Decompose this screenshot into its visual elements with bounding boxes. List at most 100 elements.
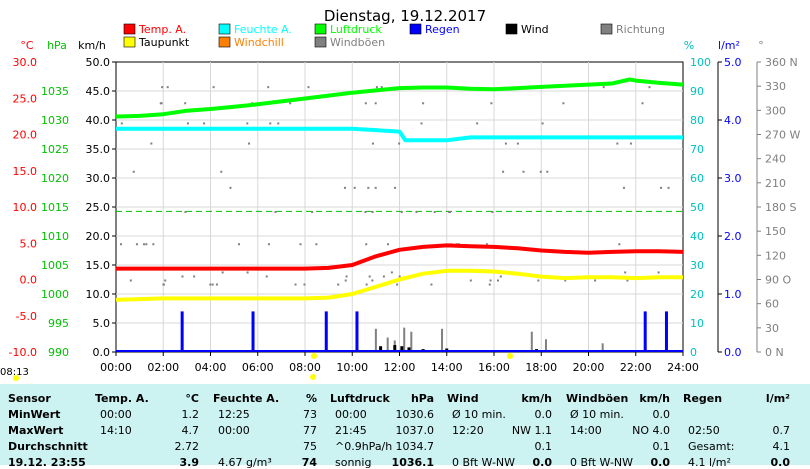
wind-tick: 30.0 [86,172,111,185]
stats-cell-value: 77 [303,424,317,437]
direction-dot [229,186,232,189]
stats-cell-value: 0.0 [652,408,671,421]
direction-dot [274,211,277,214]
legend-swatch [218,23,231,35]
stats-header: Regen [683,392,723,405]
rain-bar [251,311,255,352]
stats-cell-time: 0 Bft W-NW [452,456,516,469]
direction-tick: 360 N [765,56,798,69]
x-tick: 24:00 [667,361,699,374]
wind-tick: 45.0 [86,85,111,98]
pressure-tick: 1000 [41,288,69,301]
direction-dot [499,275,502,278]
direction-dot [211,283,214,286]
direction-dot [422,102,425,105]
humidity-tick: 50 [690,201,704,214]
chart-marks [13,77,684,381]
direction-dot [143,243,146,246]
temp-tick: -10.0 [9,346,37,359]
direction-dot [162,283,165,286]
direction-dot [150,142,153,145]
humidity-tick: 10 [690,317,704,330]
stats-row-label: Durchschnitt [8,440,88,453]
wind-tick: 25.0 [86,201,111,214]
direction-dot [641,102,644,105]
direction-dot [159,102,162,105]
x-tick: 22:00 [620,361,652,374]
direction-dot [387,243,390,246]
direction-dot [504,142,507,145]
wind-tick: 20.0 [86,230,111,243]
direction-dot [152,243,155,246]
stats-row-label: MaxWert [8,424,64,437]
stats-header-unit: l/m² [765,392,790,405]
legend-swatch [314,36,327,48]
direction-dot [265,275,268,278]
direction-dot [375,86,378,89]
direction-dot [166,86,169,89]
direction-dot [396,283,399,286]
direction-dot [648,86,651,89]
direction-dot [119,243,122,246]
stats-header-unit: km/h [521,392,552,405]
stats-cell-value: 1.2 [181,408,200,421]
direction-dot [626,279,629,282]
legend-swatch [123,23,136,35]
direction-dot [622,186,625,189]
temperature-line [116,243,684,271]
direction-dot [433,211,436,214]
stats-header: Luftdruck [330,392,390,405]
direction-dot [522,170,525,173]
direction-dot [161,86,164,89]
direction-dot [345,275,348,278]
stats-header: Sensor [8,392,51,405]
legend-swatch [218,36,231,48]
rain-tick: 4.0 [724,114,742,127]
stats-cell-time: Ø 10 min. [452,408,506,421]
direction-dot [129,279,132,282]
direction-dot [120,122,123,125]
direction-tick: 300 [765,104,786,117]
humidity-line [116,126,683,143]
direction-dot [476,122,479,125]
direction-tick: 180 S [765,201,796,214]
temp-tick: 0.0 [20,274,38,287]
direction-dot [186,122,189,125]
direction-dot [267,243,270,246]
chart-axes: °C hPa km/h% l/m² ° 30.0 25.0 20.0 15.0 10.0 5.0 0.… [9,39,801,374]
legend-label: Richtung [616,23,665,36]
x-tick: 08:00 [289,361,321,374]
stats-cell-value: 0.0 [650,456,671,469]
rain-tick: 1.0 [724,288,742,301]
direction-dot [246,271,249,274]
weather-chart: Dienstag, 19.12.2017 Temp. A. Feuchte A. L… [9,7,801,381]
stats-header-unit: km/h [639,392,670,405]
stats-header-unit: % [305,392,317,405]
stats-cell-time: 00:00 [100,408,132,421]
direction-dot [400,211,403,214]
stats-header: Wind [447,392,479,405]
x-tick: 04:00 [195,361,227,374]
stats-header: Temp. A. [95,392,149,405]
direction-dot [307,86,310,89]
temp-tick: -5.0 [16,310,37,323]
direction-dot [537,279,540,282]
direction-dot [269,122,272,125]
direction-dot [497,279,500,282]
stats-cell-time: 21:45 [335,424,367,437]
direction-dot [181,275,184,278]
stats-cell-time: 0 Bft W-NW [570,456,634,469]
direction-dot [289,102,292,105]
direction-tick: 0 N [765,346,784,359]
stats-cell-time: Ø 10 min. [570,408,624,421]
direction-dot [212,86,215,89]
direction-dot [145,243,148,246]
direction-dot [629,142,632,145]
direction-dot [374,186,377,189]
stats-cell-value: NW 1.1 [511,424,552,437]
stats-header: Windböen [566,392,629,405]
rain-bar [643,311,647,352]
rain-tick: 3.0 [724,172,742,185]
direction-dot [364,102,367,105]
temp-tick: 10.0 [13,201,38,214]
